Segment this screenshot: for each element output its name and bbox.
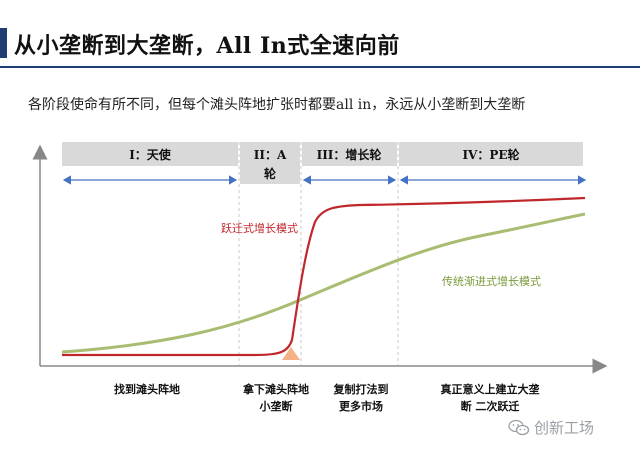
watermark-text: 创新工场 xyxy=(534,419,595,437)
bottom-label-2: 拿下滩头阵地 小垄断 xyxy=(228,381,324,415)
phase-label-2-line1: II：A xyxy=(254,148,287,162)
subtitle: 各阶段使命有所不同，但每个滩头阵地扩张时都要all in，永远从小垄断到大垄断 xyxy=(28,97,526,113)
gradual-growth-curve xyxy=(61,212,586,354)
title-accent-bar xyxy=(0,28,7,58)
bottom-label-3-line1: 复制打法到 xyxy=(333,383,389,396)
phase-label-4: IV：PE轮 xyxy=(462,147,520,162)
breakthrough-triangle xyxy=(282,347,300,360)
gradual-curve-label: 传统渐进式增长模式 xyxy=(442,274,541,288)
bottom-label-4: 真正意义上建立大垄 断 二次跃迁 xyxy=(420,381,560,415)
bottom-label-3: 复制打法到 更多市场 xyxy=(316,381,406,415)
bottom-label-4-line2: 断 二次跃迁 xyxy=(460,400,520,413)
bottom-label-4-line1: 真正意义上建立大垄 xyxy=(440,383,540,396)
bottom-label-1-line1: 找到滩头阵地 xyxy=(114,383,180,396)
title-divider xyxy=(0,66,640,68)
title-bar: 从小垄断到大垄断，All In式全速向前 xyxy=(0,0,640,62)
bottom-label-3-line2: 更多市场 xyxy=(339,400,383,413)
leap-curve-label: 跃迁式增长模式 xyxy=(221,221,298,235)
leap-growth-curve xyxy=(62,196,586,357)
phase-label-2-line2: 轮 xyxy=(264,166,277,181)
phase-box-3 xyxy=(302,142,397,166)
phase-label-3: III：增长轮 xyxy=(317,147,383,162)
phase-label-1: I：天使 xyxy=(129,147,172,162)
page-title: 从小垄断到大垄断，All In式全速向前 xyxy=(14,33,400,59)
watermark: 创新工场 xyxy=(508,417,594,438)
phase-box-4 xyxy=(399,142,583,166)
phase-box-2 xyxy=(240,142,300,184)
phase-box-1 xyxy=(62,142,238,166)
bottom-label-2-line1: 拿下滩头阵地 xyxy=(243,383,309,396)
bottom-label-1: 找到滩头阵地 xyxy=(92,381,202,398)
wechat-icon xyxy=(508,419,530,435)
bottom-label-2-line2: 小垄断 xyxy=(259,400,293,413)
